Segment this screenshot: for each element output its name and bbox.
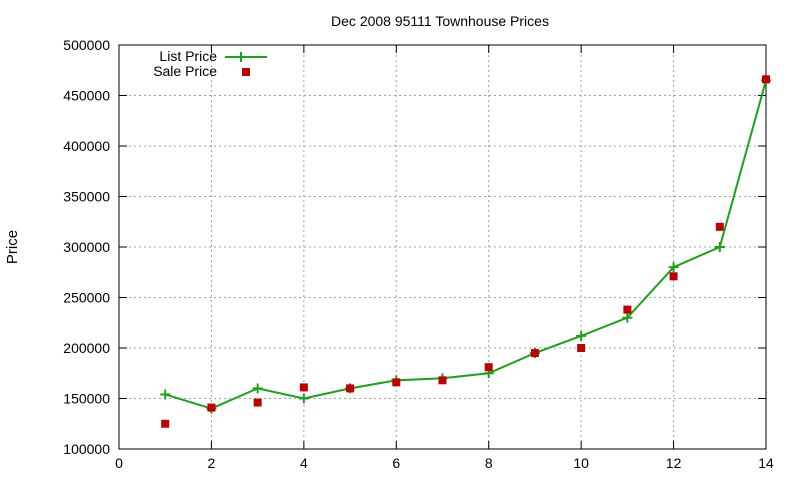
x-tick-label: 10 (573, 455, 589, 471)
legend-label-sale-price: Sale Price (153, 63, 217, 79)
y-tick-label: 350000 (63, 189, 110, 205)
sale-price-point (577, 344, 586, 352)
y-tick-label: 300000 (63, 239, 110, 255)
list-price-point (576, 330, 587, 341)
y-tick-label: 200000 (63, 340, 110, 356)
sale-price-point (715, 222, 724, 231)
x-tick-label: 6 (392, 455, 400, 471)
sale-price-point (484, 363, 493, 372)
sale-price-point (392, 378, 401, 387)
list-price-point (252, 383, 263, 394)
sale-price-point (161, 419, 170, 428)
x-tick-label: 8 (485, 455, 493, 471)
sale-price-point (669, 272, 678, 281)
x-tick-label: 14 (758, 455, 774, 471)
grid-layer (119, 45, 766, 449)
list-price-point (622, 312, 633, 323)
sale-price-point (346, 384, 355, 393)
y-tick-label: 500000 (63, 37, 110, 53)
x-tick-label: 4 (300, 455, 308, 471)
sale-price-point (299, 383, 308, 392)
sale-price-point (438, 376, 447, 385)
y-tick-label: 400000 (63, 138, 110, 154)
plot-frame (118, 44, 767, 450)
sale-price-point (207, 403, 216, 412)
y-tick-label: 150000 (63, 391, 110, 407)
list-price-line (164, 80, 767, 410)
list-price-point (298, 393, 309, 404)
y-tick-label: 450000 (63, 88, 110, 104)
series-layer (160, 75, 771, 428)
x-tick-label: 2 (208, 455, 216, 471)
chart-title: Dec 2008 95111 Townhouse Prices (331, 13, 549, 29)
sale-price-point (623, 305, 632, 314)
sale-price-point (253, 398, 262, 407)
sale-price-point (530, 349, 539, 358)
y-axis-label: Price (4, 230, 21, 264)
legend-label-list-price: List Price (159, 48, 217, 64)
y-tick-label: 250000 (63, 290, 110, 306)
x-tick-label: 12 (666, 455, 682, 471)
list-price-point (160, 389, 171, 400)
legend-swatch-sale-price (242, 68, 250, 76)
y-tick-label: 100000 (63, 441, 110, 457)
list-price-point (714, 242, 725, 252)
list-price-point (668, 262, 679, 273)
ticks-layer: 100000 150000 200000 250000 300000 350000 4000… (63, 37, 774, 471)
sale-price-point (762, 75, 770, 84)
x-tick-label: 0 (115, 455, 123, 471)
